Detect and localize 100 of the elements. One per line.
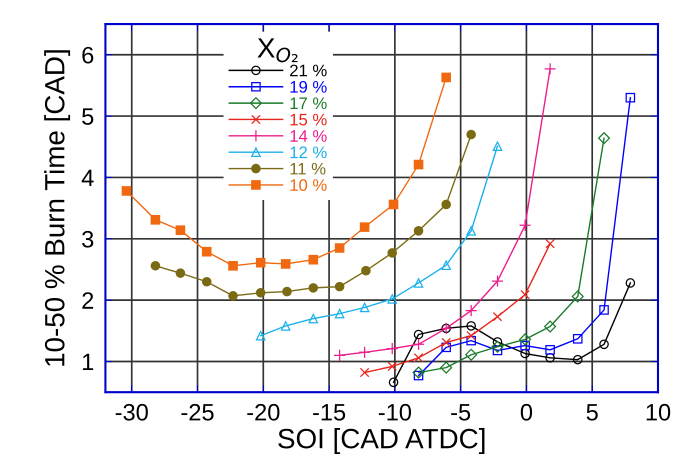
point xyxy=(492,337,502,347)
point xyxy=(520,348,530,358)
point xyxy=(440,362,452,374)
x-axis-title: SOI [CAD ATDC] xyxy=(278,428,484,454)
point xyxy=(308,314,318,324)
point xyxy=(360,222,370,232)
point xyxy=(256,288,266,298)
point xyxy=(412,338,425,350)
point xyxy=(545,238,555,248)
point xyxy=(491,340,504,353)
point xyxy=(308,283,318,293)
point xyxy=(520,290,530,300)
point xyxy=(599,305,609,315)
point xyxy=(387,362,398,372)
x-tick-label: -15 xyxy=(313,404,346,421)
point xyxy=(360,302,370,312)
x-tick-label: -25 xyxy=(182,404,214,421)
point xyxy=(441,72,451,82)
x-tick-label: -20 xyxy=(247,404,280,421)
point xyxy=(572,290,584,302)
point xyxy=(466,321,476,331)
point xyxy=(466,226,476,236)
legend-label: 11 % xyxy=(290,162,326,175)
point xyxy=(388,200,398,210)
point xyxy=(544,62,556,76)
point xyxy=(333,349,346,362)
point xyxy=(280,321,290,331)
point xyxy=(466,330,476,341)
point xyxy=(122,186,132,196)
point xyxy=(441,338,451,348)
point xyxy=(334,243,344,253)
point xyxy=(544,320,556,333)
y-tick-label: 5 xyxy=(82,108,94,125)
point xyxy=(202,246,212,256)
point xyxy=(466,130,476,140)
point xyxy=(228,291,238,301)
y-tick-label: 2 xyxy=(82,292,94,309)
point xyxy=(282,286,292,296)
legend-label: 10 % xyxy=(290,179,327,191)
point xyxy=(572,334,583,344)
point xyxy=(358,346,371,358)
point xyxy=(256,258,266,268)
point xyxy=(464,304,478,317)
point xyxy=(412,366,425,379)
x-tick-label: -10 xyxy=(378,404,412,421)
point xyxy=(387,294,398,304)
point xyxy=(414,330,424,340)
legend-label: 12 % xyxy=(290,146,327,158)
x-tick-label: -30 xyxy=(116,404,148,421)
point xyxy=(256,330,266,341)
point xyxy=(414,226,424,236)
x-tick-label: 0 xyxy=(520,404,532,421)
legend-label: 15 % xyxy=(290,114,327,126)
point xyxy=(414,160,424,170)
point xyxy=(334,308,344,318)
point xyxy=(150,260,160,271)
point xyxy=(150,214,160,225)
point xyxy=(545,353,555,363)
point xyxy=(202,276,212,287)
point xyxy=(465,348,478,361)
legend-label: 14 % xyxy=(290,130,327,142)
point xyxy=(176,268,186,278)
point xyxy=(360,368,370,378)
point xyxy=(334,282,344,292)
legend-label: 17 % xyxy=(290,97,327,110)
legend-label: 19 % xyxy=(290,80,327,93)
point xyxy=(491,274,504,288)
point xyxy=(518,219,532,232)
point xyxy=(492,346,502,356)
point xyxy=(441,260,451,270)
point xyxy=(626,278,636,288)
point xyxy=(466,336,476,346)
x-tick-label: 5 xyxy=(586,404,598,421)
y-axis-title: 10-50 % Burn Time [CAD] xyxy=(44,50,70,366)
point xyxy=(414,278,424,288)
point xyxy=(280,259,290,269)
point xyxy=(492,141,502,151)
point xyxy=(572,354,583,364)
y-tick-label: 4 xyxy=(82,170,94,186)
point xyxy=(414,370,424,380)
point xyxy=(626,92,636,102)
legend-label: 21 % xyxy=(290,64,327,76)
point xyxy=(599,340,609,350)
point xyxy=(520,340,530,350)
x-tick-label: -5 xyxy=(451,404,470,421)
y-tick-label: 3 xyxy=(82,230,94,248)
point xyxy=(308,254,318,264)
point xyxy=(388,378,398,388)
point xyxy=(441,200,451,210)
point xyxy=(492,312,502,322)
legend-title: X$_{O₂}$ xyxy=(257,38,298,62)
point xyxy=(387,248,398,258)
point xyxy=(176,225,186,235)
y-tick-label: 1 xyxy=(82,354,94,370)
point xyxy=(414,353,424,363)
point xyxy=(441,342,451,352)
x-tick-label: 10 xyxy=(646,404,670,421)
point xyxy=(361,266,371,276)
point xyxy=(545,345,555,355)
point xyxy=(598,132,610,144)
